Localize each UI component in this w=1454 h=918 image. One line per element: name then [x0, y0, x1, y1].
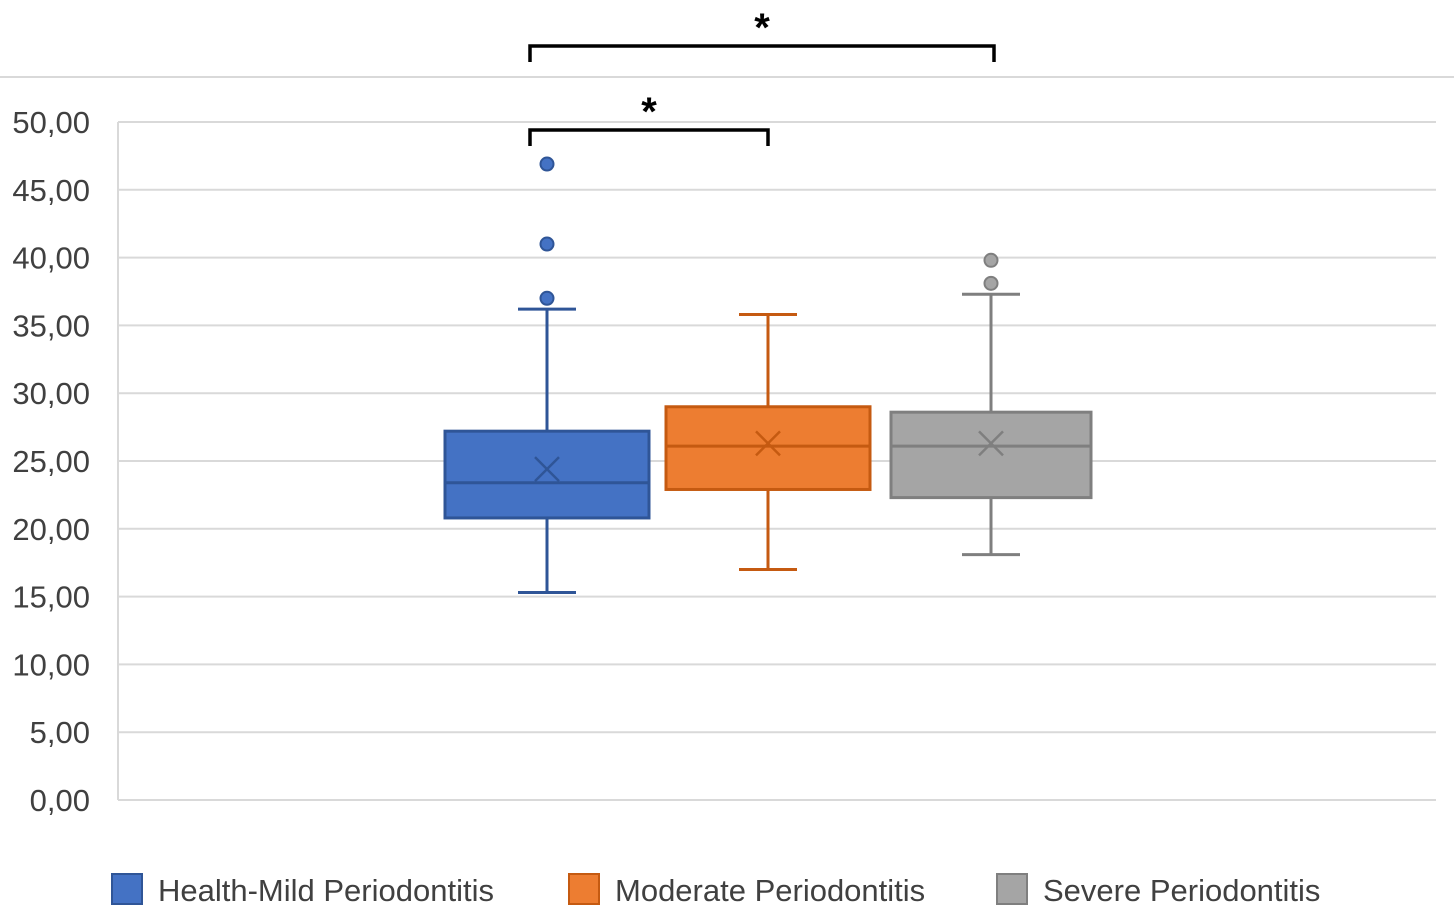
box-series-2: [664, 313, 872, 571]
legend-item: Health-Mild Periodontitis: [111, 873, 494, 908]
y-tick-label: 0,00: [30, 783, 90, 818]
legend-label: Severe Periodontitis: [1043, 873, 1320, 908]
legend-item: Severe Periodontitis: [996, 873, 1320, 908]
legend-label: Health-Mild Periodontitis: [158, 873, 494, 908]
outlier-point: [539, 236, 555, 252]
legend: Health-Mild Periodontitis Moderate Period…: [111, 873, 1320, 908]
y-tick-label: 35,00: [12, 308, 90, 343]
y-tick-label: 30,00: [12, 376, 90, 411]
y-tick-label: 5,00: [30, 715, 90, 750]
mean-marker: [978, 430, 1004, 457]
y-tick-label: 25,00: [12, 444, 90, 479]
y-tick-label: 15,00: [12, 580, 90, 615]
legend-swatch: [996, 873, 1028, 905]
box-series-3: [889, 252, 1093, 557]
box-series-1: [443, 156, 651, 595]
iqr-box: [664, 405, 872, 491]
mean-marker: [534, 456, 560, 483]
significance-label: *: [754, 6, 770, 50]
significance-bracket: [528, 128, 770, 146]
legend-label: Moderate Periodontitis: [615, 873, 925, 908]
y-tick-label: 40,00: [12, 241, 90, 276]
iqr-box: [443, 429, 651, 520]
gridlines: [117, 121, 1436, 801]
y-tick-label: 45,00: [12, 173, 90, 208]
y-axis-tick-labels: 0,00 5,00 10,00 15,00 20,00 25,00 30,00 35,00 40…: [12, 105, 90, 818]
outlier-point: [983, 252, 999, 268]
legend-swatch: [568, 873, 600, 905]
iqr-box: [889, 410, 1093, 500]
y-tick-label: 10,00: [12, 647, 90, 682]
outlier-point: [983, 275, 999, 291]
significance-label: *: [641, 90, 657, 134]
significance-brackets: **: [528, 6, 996, 146]
y-tick-label: 50,00: [12, 105, 90, 140]
outlier-point: [539, 156, 555, 172]
box-series: [443, 156, 1093, 595]
outlier-point: [539, 290, 555, 306]
y-tick-label: 20,00: [12, 512, 90, 547]
significance-bracket: [528, 44, 996, 62]
mean-marker: [755, 430, 781, 457]
legend-swatch: [111, 873, 143, 905]
legend-item: Moderate Periodontitis: [568, 873, 925, 908]
